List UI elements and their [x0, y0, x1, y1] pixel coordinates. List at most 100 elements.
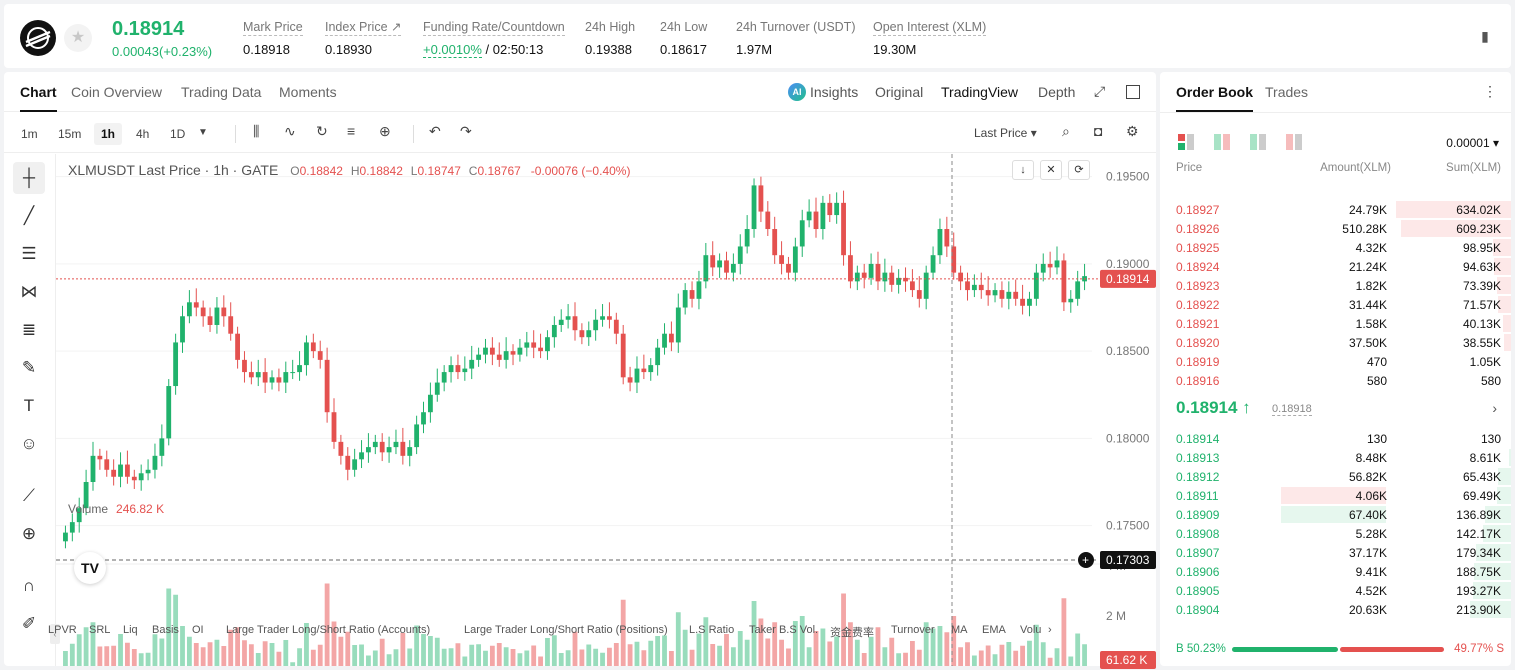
volume-bar[interactable]	[531, 645, 537, 667]
candle-body[interactable]	[958, 272, 964, 282]
volume-bar[interactable]	[200, 647, 206, 666]
candle-body[interactable]	[565, 316, 571, 320]
trend-line-icon[interactable]: ╱	[23, 206, 35, 225]
volume-bar[interactable]	[69, 643, 75, 666]
volume-bar[interactable]	[655, 636, 661, 666]
volume-bar[interactable]	[503, 647, 509, 666]
bid-row[interactable]: 0.18904 20.63K 213.90K	[1160, 600, 1511, 619]
volume-bar[interactable]	[916, 649, 922, 666]
text-tool-icon[interactable]: T	[23, 396, 35, 415]
candle-body[interactable]	[607, 316, 612, 320]
candle-body[interactable]	[221, 307, 227, 317]
candle-body[interactable]	[366, 447, 371, 453]
volume-bar[interactable]	[228, 629, 234, 666]
candle-body[interactable]	[262, 372, 268, 383]
candle-body[interactable]	[379, 441, 385, 453]
volume-bar[interactable]	[641, 650, 647, 666]
candle-body[interactable]	[393, 441, 399, 448]
horizontal-lines-icon[interactable]: ☰	[21, 244, 37, 263]
candle-body[interactable]	[854, 272, 860, 282]
volume-bar[interactable]	[689, 649, 695, 666]
candle-body[interactable]	[131, 476, 137, 481]
volume-bar[interactable]	[882, 647, 888, 666]
bid-row[interactable]: 0.18913 8.48K 8.61K	[1160, 448, 1511, 467]
volume-bar[interactable]	[648, 640, 654, 666]
candle-body[interactable]	[909, 281, 915, 291]
view-bids-only-icon[interactable]	[1250, 134, 1266, 150]
volume-bar[interactable]	[779, 639, 784, 666]
candle-body[interactable]	[359, 452, 364, 460]
candle-body[interactable]	[999, 290, 1005, 299]
pencil-lock-icon[interactable]: ✐	[21, 614, 37, 633]
candle-body[interactable]	[448, 365, 454, 373]
volume-bar[interactable]	[76, 634, 82, 666]
volume-bar[interactable]	[489, 645, 495, 666]
candle-body[interactable]	[889, 272, 895, 285]
volume-bar[interactable]	[427, 636, 433, 666]
ask-row[interactable]: 0.18924 21.24K 94.63K	[1160, 257, 1511, 276]
candle-body[interactable]	[930, 255, 936, 273]
volume-bar[interactable]	[662, 635, 667, 667]
scroll-down-icon[interactable]: ↓	[1012, 160, 1034, 180]
indicator-6[interactable]: Large Trader Long/Short Ratio (Positions…	[464, 624, 668, 636]
chevron-right-icon[interactable]: ›	[1492, 400, 1497, 416]
volume-bar[interactable]	[414, 625, 420, 667]
volume-bar[interactable]	[627, 644, 633, 666]
volume-bar[interactable]	[242, 640, 247, 666]
candle-body[interactable]	[138, 473, 144, 481]
volume-bar[interactable]	[510, 649, 516, 666]
volume-bar[interactable]	[524, 650, 530, 667]
candle-body[interactable]	[76, 508, 82, 523]
bid-row[interactable]: 0.18911 4.06K 69.49K	[1160, 486, 1511, 505]
volume-bar[interactable]	[724, 634, 729, 666]
fib-icon[interactable]: ≣	[21, 320, 37, 339]
view-both-icon[interactable]	[1178, 134, 1194, 150]
tab-depth[interactable]: Depth	[1038, 84, 1076, 100]
stat-label[interactable]: Open Interest (XLM)	[873, 20, 987, 36]
candle-body[interactable]	[641, 368, 647, 373]
volume-bar[interactable]	[813, 631, 819, 666]
candle-body[interactable]	[434, 382, 440, 395]
candle-body[interactable]	[118, 464, 123, 477]
indicator-8[interactable]: Taker B.S Vol.	[749, 624, 819, 636]
tab-order-book[interactable]: Order Book	[1176, 84, 1254, 112]
indicator-5[interactable]: Large Trader Long/Short Ratio (Accounts)	[226, 624, 431, 636]
candle-body[interactable]	[696, 281, 702, 299]
indicator-1[interactable]: SRL	[89, 624, 111, 636]
tab-original[interactable]: Original	[875, 84, 924, 100]
candle-body[interactable]	[483, 347, 488, 355]
volume-bar[interactable]	[896, 653, 902, 666]
book-icon[interactable]: ▮	[1481, 28, 1489, 44]
camera-icon[interactable]: ◘	[1094, 123, 1103, 139]
indicator-4[interactable]: OI	[192, 624, 204, 636]
candle-body[interactable]	[751, 185, 757, 230]
candle-body[interactable]	[772, 229, 778, 256]
stat-label[interactable]: Funding Rate/Countdown	[423, 20, 565, 36]
candle-body[interactable]	[951, 246, 957, 273]
candle-body[interactable]	[1040, 263, 1046, 273]
volume-bar[interactable]	[868, 636, 874, 666]
crosshair-add-icon[interactable]	[1078, 551, 1094, 568]
volume-bar[interactable]	[297, 648, 302, 666]
candle-body[interactable]	[276, 377, 282, 383]
candle-body[interactable]	[1068, 298, 1074, 303]
brush-icon[interactable]: ✎	[21, 358, 37, 377]
candle-body[interactable]	[324, 359, 330, 413]
candle-body[interactable]	[372, 441, 378, 448]
candle-body[interactable]	[848, 255, 853, 282]
tab-coin-overview[interactable]: Coin Overview	[71, 84, 163, 100]
volume-bar[interactable]	[613, 643, 619, 666]
stat-label[interactable]: Mark Price	[243, 20, 303, 36]
candle-body[interactable]	[125, 464, 130, 477]
volume-bar[interactable]	[173, 594, 179, 666]
candle-body[interactable]	[903, 277, 908, 282]
volume-bar[interactable]	[393, 649, 399, 666]
volume-bar[interactable]	[193, 643, 199, 666]
indicator-10[interactable]: Turnover	[891, 624, 935, 636]
candle-body[interactable]	[593, 319, 599, 331]
volume-bar[interactable]	[586, 644, 592, 667]
candle-body[interactable]	[737, 246, 743, 264]
candle-body[interactable]	[304, 342, 309, 366]
bid-row[interactable]: 0.18906 9.41K 188.75K	[1160, 562, 1511, 581]
candle-body[interactable]	[662, 333, 667, 348]
